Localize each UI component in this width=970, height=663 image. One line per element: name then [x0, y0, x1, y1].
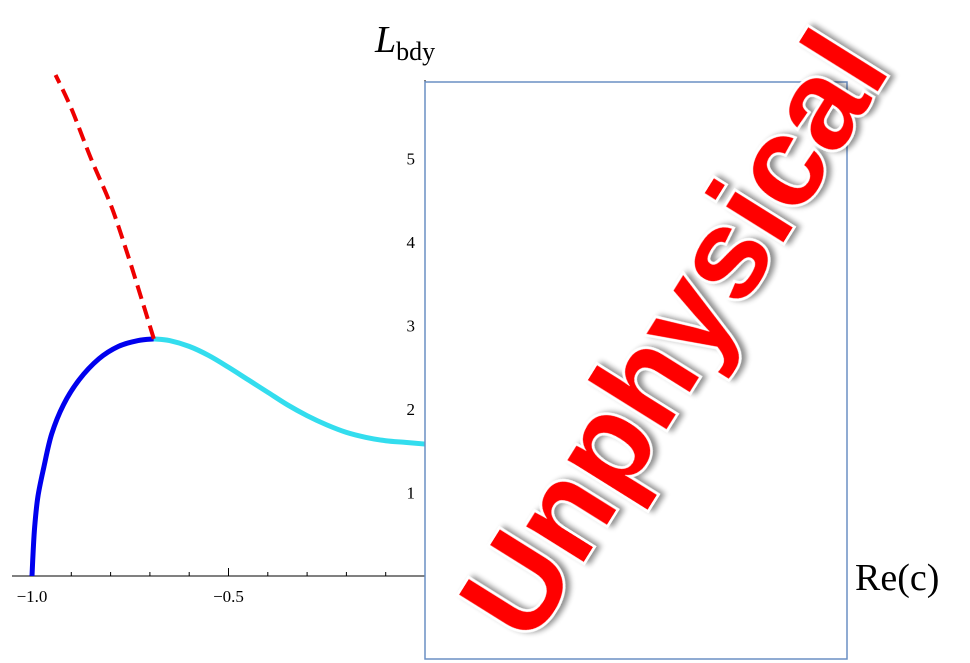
y-axis-title: Lbdy [374, 19, 435, 66]
y-tick-label: 3 [407, 317, 416, 336]
y-tick-label: 2 [407, 400, 416, 419]
x-axis-title: Re(c) [855, 557, 939, 599]
axis-ticks: −1.0 −0.5 1 2 3 4 5 [17, 91, 433, 606]
y-tick-label: 1 [407, 484, 416, 503]
y-tick-label: 4 [407, 233, 416, 252]
data-series [29, 74, 426, 577]
x-tick-label: −0.5 [213, 587, 244, 606]
y-tick-label: 5 [407, 150, 416, 169]
blue-branch-line [29, 336, 155, 577]
unphysical-region-box [424, 81, 848, 660]
cyan-branch-line [153, 336, 426, 447]
y-axis-title-sub: bdy [396, 37, 435, 66]
y-axis-title-main: L [374, 19, 396, 61]
x-tick-label: −1.0 [17, 587, 48, 606]
red-dashed-branch-line [53, 74, 156, 340]
